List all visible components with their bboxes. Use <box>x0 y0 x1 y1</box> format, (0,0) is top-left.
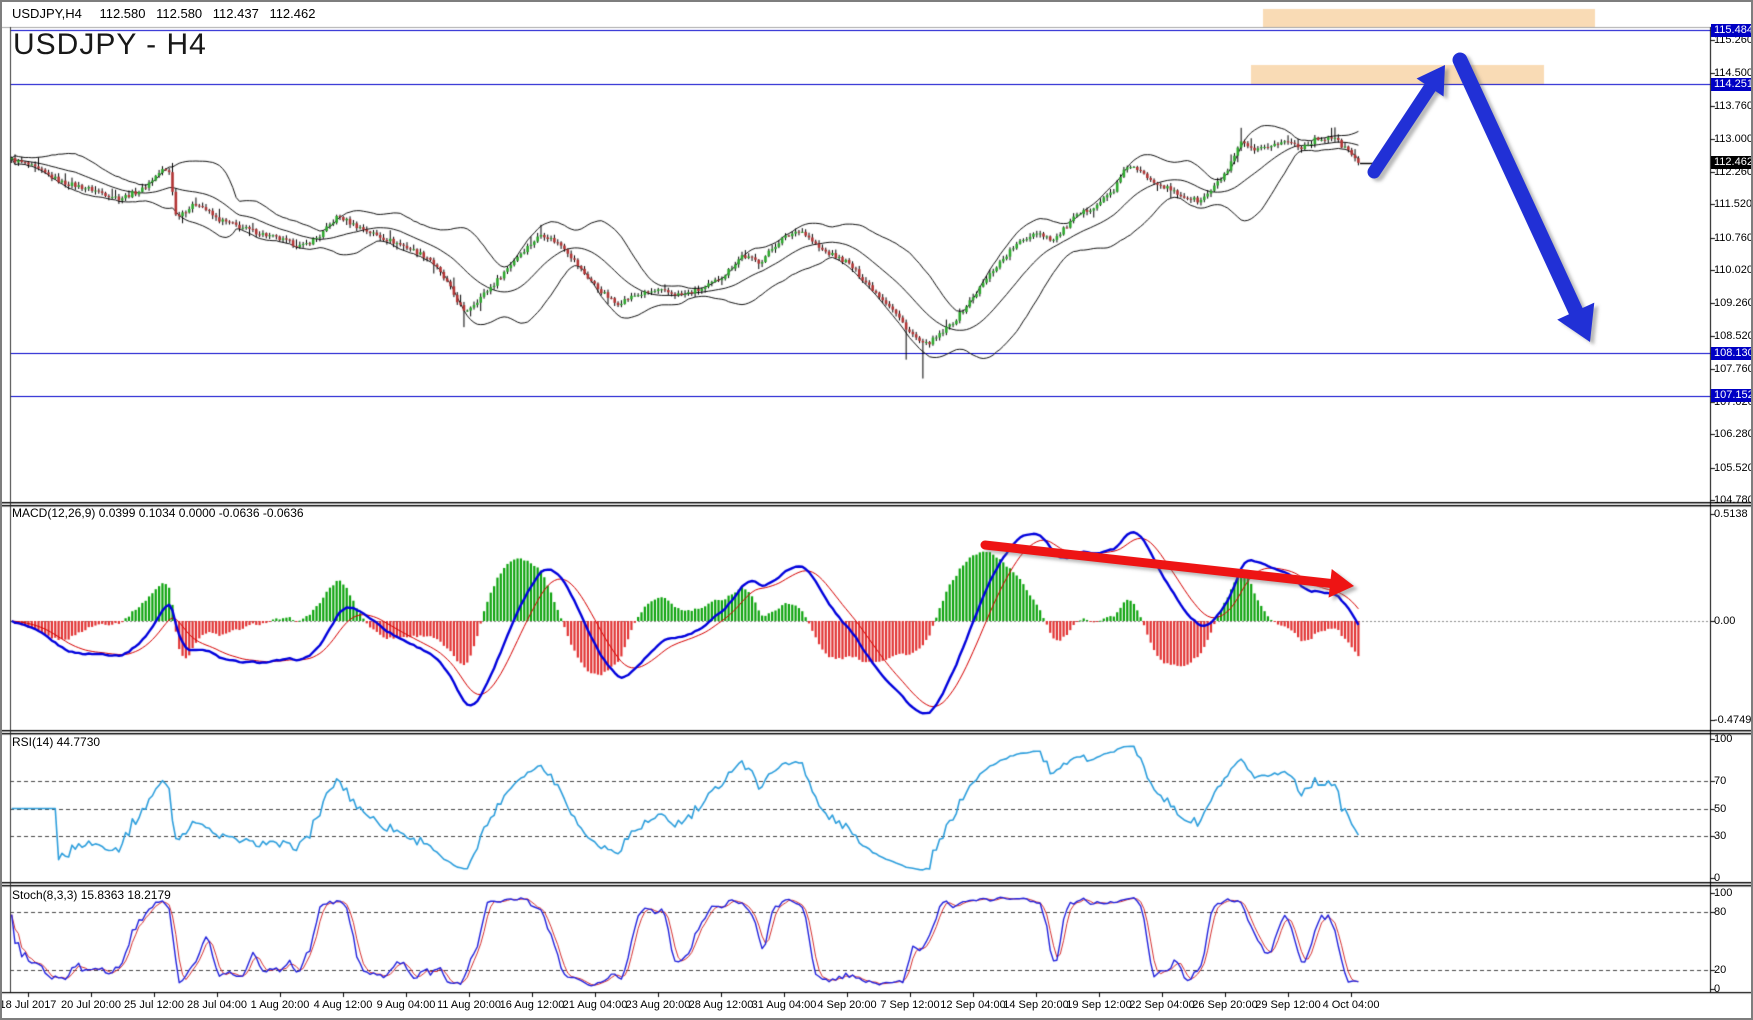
time-axis-label: 23 Aug 20:00 <box>625 999 691 1011</box>
time-axis-label: 14 Sep 20:00 <box>1003 999 1069 1011</box>
price-level-badge: 108.130 <box>1711 346 1751 360</box>
price-axis-label: 109.260 <box>1714 297 1753 310</box>
macd-axis-label: 0.00 <box>1714 615 1736 627</box>
macd-label: MACD(12,26,9) 0.0399 0.1034 0.0000 -0.06… <box>12 506 304 520</box>
price-axis-label: 114.500 <box>1714 67 1753 80</box>
quote-bar: USDJPY,H4 112.580 112.580 112.437 112.46… <box>12 6 322 21</box>
price-axis-label: 105.520 <box>1714 461 1753 474</box>
time-axis-label: 31 Aug 04:00 <box>751 999 817 1011</box>
time-axis-label: 28 Aug 12:00 <box>688 999 754 1011</box>
stoch-axis-label: 100 <box>1714 887 1733 899</box>
quote-high: 112.580 <box>156 6 203 21</box>
time-axis-label: 25 Jul 12:00 <box>124 999 184 1011</box>
time-axis-label: 4 Sep 20:00 <box>817 999 877 1011</box>
time-axis-label: 4 Oct 04:00 <box>1322 999 1380 1011</box>
time-axis-label: 16 Aug 12:00 <box>499 999 565 1011</box>
price-axis-label: 111.520 <box>1714 198 1753 211</box>
quote-low: 112.437 <box>212 6 259 21</box>
stoch-axis-label: 80 <box>1714 906 1727 919</box>
time-axis-label: 19 Sep 12:00 <box>1066 999 1132 1011</box>
price-axis-label: 108.520 <box>1714 329 1753 342</box>
rsi-axis-label: 70 <box>1714 774 1727 787</box>
price-axis-label: 106.280 <box>1714 428 1753 441</box>
chart-title: USDJPY - H4 <box>13 28 207 61</box>
time-axis-label: 26 Sep 20:00 <box>1192 999 1258 1011</box>
stoch-axis-label: 0 <box>1714 983 1721 995</box>
time-axis-label: 18 Jul 2017 <box>0 999 57 1011</box>
price-axis-label: 113.760 <box>1714 99 1753 112</box>
time-axis-label: 1 Aug 20:00 <box>250 999 310 1011</box>
quote-symbol: USDJPY,H4 <box>12 6 82 21</box>
macd-axis-label: 0.5138 <box>1714 508 1748 521</box>
rsi-axis-label: 100 <box>1714 733 1733 745</box>
time-axis-label: 29 Sep 12:00 <box>1255 999 1321 1011</box>
time-axis-label: 20 Jul 20:00 <box>61 999 121 1011</box>
price-axis-label: 107.760 <box>1714 363 1753 376</box>
price-level-badge: 115.484 <box>1711 23 1751 37</box>
rsi-axis-label: 50 <box>1714 802 1727 815</box>
stoch-label: Stoch(8,3,3) 15.8363 18.2179 <box>12 888 171 902</box>
time-axis-label: 21 Aug 04:00 <box>562 999 628 1011</box>
price-axis-label: 115.260 <box>1714 34 1753 46</box>
time-axis-label: 12 Sep 04:00 <box>940 999 1006 1011</box>
rsi-label: RSI(14) 44.7730 <box>12 735 101 749</box>
quote-open: 112.580 <box>99 6 146 21</box>
time-axis-label: 11 Aug 20:00 <box>436 999 502 1011</box>
rsi-axis-label: 0 <box>1714 872 1721 884</box>
price-level-badge: 107.152 <box>1711 389 1751 403</box>
time-axis-label: 9 Aug 04:00 <box>376 999 436 1011</box>
price-axis-label: 110.760 <box>1714 231 1753 244</box>
price-level-badge: 114.251 <box>1711 77 1751 91</box>
time-axis-label: 28 Jul 04:00 <box>187 999 247 1011</box>
quote-close: 112.462 <box>269 6 316 21</box>
time-axis-label: 22 Sep 04:00 <box>1129 999 1195 1011</box>
rsi-axis-label: 30 <box>1714 830 1727 843</box>
time-axis-label: 4 Aug 12:00 <box>313 999 373 1011</box>
macd-axis-label: -0.4749 <box>1714 713 1752 726</box>
price-axis-label: 110.020 <box>1714 264 1753 277</box>
price-axis-label: 113.000 <box>1714 133 1753 146</box>
price-axis-label: 104.780 <box>1714 494 1753 507</box>
stoch-axis-label: 20 <box>1714 963 1727 976</box>
time-axis-label: 7 Sep 12:00 <box>880 999 940 1011</box>
current-price-badge: 112.462 <box>1711 156 1751 170</box>
